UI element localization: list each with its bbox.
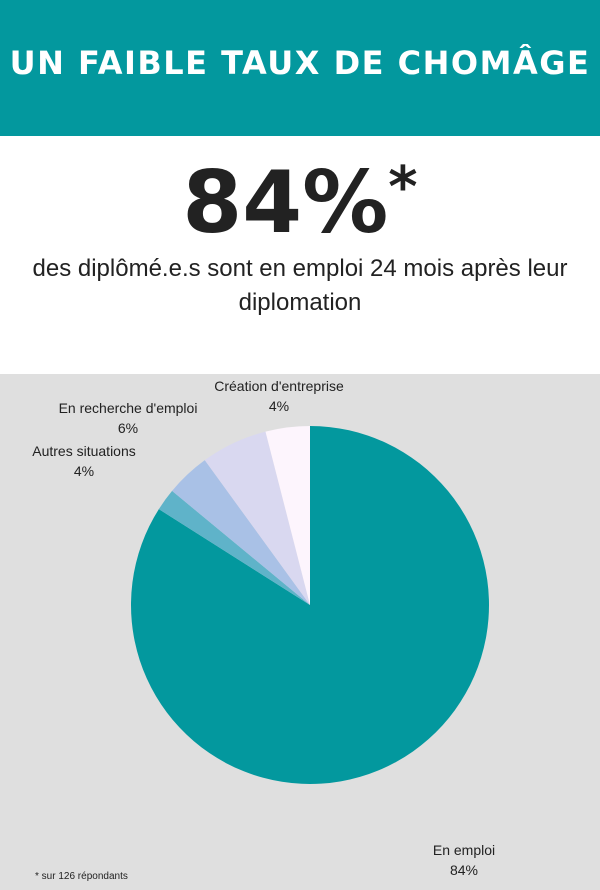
pie-slice-en-recherche-d-emploi xyxy=(204,431,310,605)
slice-value-autres-situations: 4% xyxy=(73,463,95,479)
slice-label-en-emploi: En emploi xyxy=(432,842,496,858)
slice-label-creation-entreprise: Création d'entreprise xyxy=(214,378,344,394)
page-title: UN FAIBLE TAUX DE CHOMÂGE xyxy=(9,44,591,82)
pie-slice-unlabeled-1 xyxy=(158,490,310,605)
headline-description: des diplômé.e.s sont en emploi 24 mois a… xyxy=(32,255,568,316)
slice-label-recherche-emploi: En recherche d'emploi xyxy=(58,400,198,416)
pie-slice-autres-situations xyxy=(172,460,310,605)
headline-stat: 84%* xyxy=(0,138,600,253)
label-autres-situations: Autres situations 4% xyxy=(32,441,136,481)
chart-panel: Création d'entreprise 4% En recherche d'… xyxy=(0,374,600,890)
pie-chart xyxy=(130,426,490,784)
slice-value-creation-entreprise: 4% xyxy=(268,398,290,414)
headline-value: 84% xyxy=(182,153,389,253)
slice-label-autres-situations: Autres situations xyxy=(32,443,136,459)
label-en-emploi: En emploi 84% xyxy=(433,840,495,880)
slice-value-recherche-emploi: 6% xyxy=(117,420,139,436)
slice-value-en-emploi: 84% xyxy=(449,862,479,878)
footnote: * sur 126 répondants xyxy=(35,871,128,882)
title-banner: UN FAIBLE TAUX DE CHOMÂGE xyxy=(0,0,600,136)
headline-marker: * xyxy=(388,155,418,220)
label-recherche-emploi: En recherche d'emploi 6% xyxy=(59,398,198,438)
pie-slice-cr-ation-d-entreprise xyxy=(265,426,310,605)
label-creation-entreprise: Création d'entreprise 4% xyxy=(214,376,344,416)
